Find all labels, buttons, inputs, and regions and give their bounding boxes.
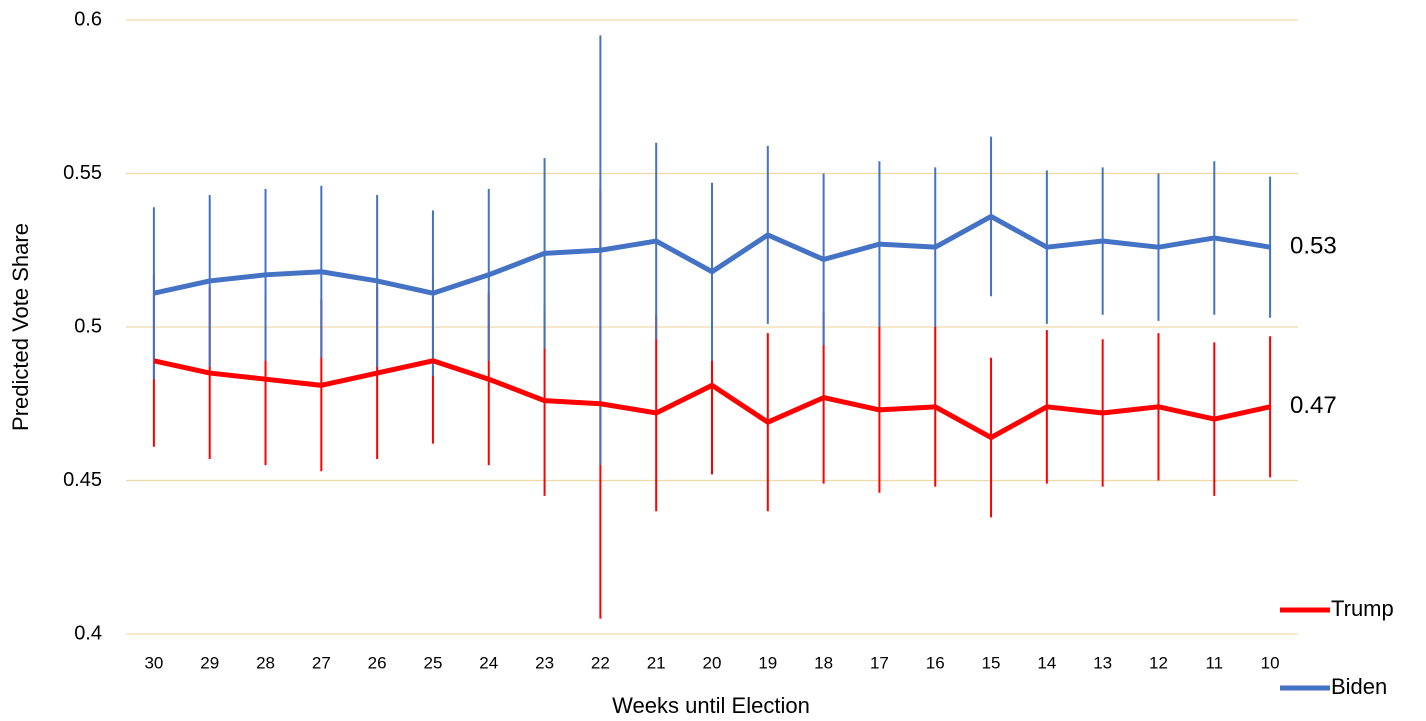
x-tick-label: 20 bbox=[703, 653, 722, 672]
x-tick-label: 12 bbox=[1149, 653, 1168, 672]
x-tick-label: 27 bbox=[312, 653, 331, 672]
x-tick-label: 29 bbox=[200, 653, 219, 672]
x-tick-label: 25 bbox=[423, 653, 442, 672]
x-tick-label: 18 bbox=[814, 653, 833, 672]
series-line bbox=[153, 358, 1271, 441]
x-tick-label: 14 bbox=[1037, 653, 1056, 672]
y-tick-label: 0.6 bbox=[74, 8, 102, 30]
end-label: 0.53 bbox=[1290, 233, 1337, 260]
x-tick-label: 11 bbox=[1205, 653, 1223, 672]
x-tick-label: 26 bbox=[368, 653, 387, 672]
y-tick-label: 0.5 bbox=[74, 315, 102, 337]
x-tick-label: 22 bbox=[591, 653, 610, 672]
x-tick-label: 13 bbox=[1093, 653, 1112, 672]
x-tick-label: 19 bbox=[758, 653, 777, 672]
x-tick-label: 24 bbox=[479, 653, 498, 672]
legend-label: Biden bbox=[1331, 674, 1387, 699]
y-axis-title: Predicted Vote Share bbox=[8, 223, 33, 431]
y-tick-label: 0.4 bbox=[74, 622, 102, 644]
x-tick-label: 10 bbox=[1261, 653, 1280, 672]
x-axis-title: Weeks until Election bbox=[612, 693, 810, 718]
x-tick-label: 28 bbox=[256, 653, 275, 672]
x-tick-label: 17 bbox=[870, 653, 889, 672]
x-tick-label: 16 bbox=[926, 653, 945, 672]
x-tick-label: 23 bbox=[535, 653, 554, 672]
y-tick-label: 0.45 bbox=[63, 469, 102, 491]
x-tick-label: 21 bbox=[647, 653, 666, 672]
x-tick-label: 30 bbox=[144, 653, 163, 672]
y-tick-label: 0.55 bbox=[63, 162, 102, 184]
legend-label: Trump bbox=[1331, 596, 1394, 621]
end-label: 0.47 bbox=[1290, 392, 1337, 419]
x-tick-label: 15 bbox=[982, 653, 1001, 672]
series-line bbox=[153, 213, 1271, 296]
